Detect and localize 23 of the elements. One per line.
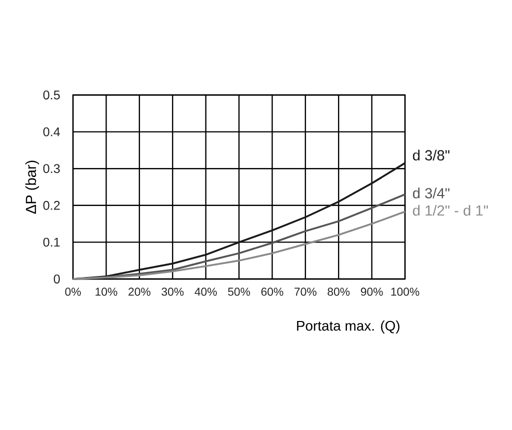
- x-tick-label: 60%: [261, 288, 284, 296]
- x-axis-title: Portata max. (Q): [297, 320, 400, 334]
- x-tick-label: 100%: [391, 288, 420, 296]
- x-tick-label: 0%: [65, 288, 81, 296]
- x-tick-label: 50%: [228, 288, 250, 296]
- y-tick-label: 0: [54, 274, 60, 284]
- y-tick-label: 0.4: [43, 127, 60, 136]
- y-tick-label: 0.3: [43, 164, 60, 174]
- x-tick-label: 10%: [96, 288, 118, 296]
- y-tick-label: 0.2: [43, 200, 60, 210]
- y-tick-label: 0.5: [43, 90, 60, 100]
- x-tick-label: 20%: [128, 288, 150, 296]
- x-tick-label: 90%: [360, 288, 383, 296]
- series-label: d 3/8": [412, 150, 450, 160]
- x-tick-label: 80%: [328, 288, 350, 296]
- series-label: d 3/4": [412, 188, 450, 198]
- y-tick-label: 0.1: [43, 238, 60, 247]
- y-axis-title: ΔP (bar): [25, 160, 39, 214]
- line-series: [72, 210, 406, 280]
- x-tick-label: 30%: [162, 288, 184, 296]
- x-tick-label: 40%: [194, 288, 217, 296]
- series-label: d 1/2" - d 1": [412, 204, 488, 216]
- x-tick-label: 70%: [294, 288, 316, 296]
